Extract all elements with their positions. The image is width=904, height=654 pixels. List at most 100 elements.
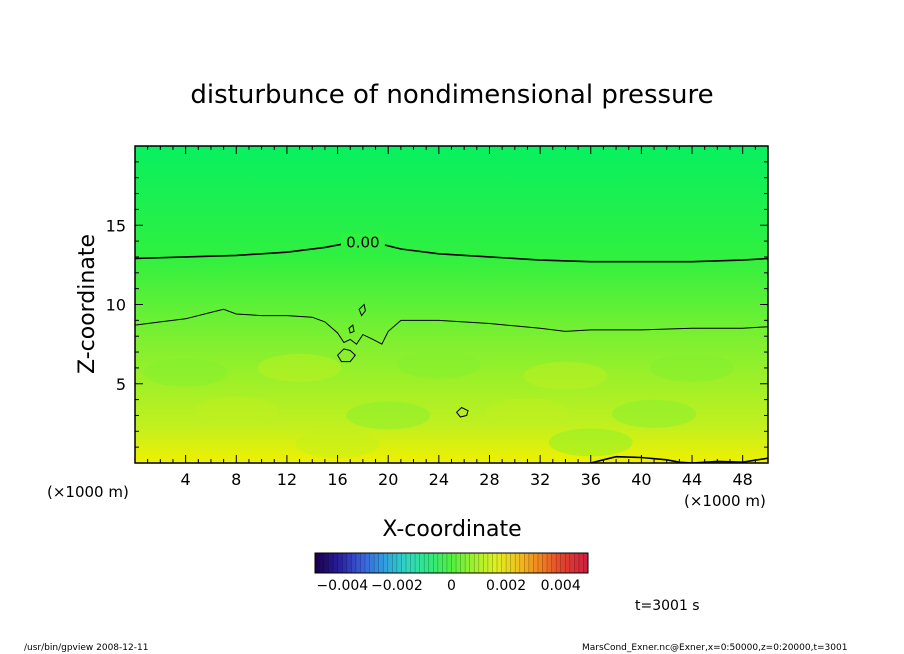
x-tick-label: 44 xyxy=(682,470,702,489)
colorbar-cell xyxy=(524,553,530,573)
colorbar-tick-label: 0.004 xyxy=(541,578,581,594)
y-tick-label: 15 xyxy=(106,216,126,235)
x-tick-label: 32 xyxy=(530,470,550,489)
field-blob xyxy=(257,353,342,382)
colorbar-cell xyxy=(451,553,457,573)
field-blob xyxy=(485,398,570,427)
colorbar-cell xyxy=(551,553,557,573)
y-tick-label: 5 xyxy=(116,375,126,394)
field-variations xyxy=(143,350,735,458)
x-unit-label-right: (×1000 m) xyxy=(684,492,766,510)
colorbar-cell xyxy=(542,553,548,573)
colorbar-cell xyxy=(433,553,439,573)
field-blob xyxy=(650,353,735,382)
colorbar-cell xyxy=(560,553,566,573)
colorbar-cell xyxy=(465,553,470,573)
colorbar-cell xyxy=(487,553,493,573)
colorbar-cell xyxy=(365,553,370,573)
heatmap-field xyxy=(135,146,768,463)
colorbar-cell xyxy=(342,553,348,573)
x-tick-label: 4 xyxy=(181,470,191,489)
colorbar-cell xyxy=(483,553,489,573)
colorbar-cell xyxy=(333,553,339,573)
field-blob xyxy=(194,396,279,425)
colorbar-cell xyxy=(346,553,352,573)
colorbar-cell xyxy=(528,553,534,573)
colorbar-cell xyxy=(478,553,484,573)
colorbar-cell xyxy=(460,553,466,573)
colorbar: −0.004 −0.002 0 0.002 0.004 xyxy=(314,552,589,594)
colorbar-cell xyxy=(547,553,552,573)
colorbar-cell xyxy=(419,553,425,573)
x-tick-label: 16 xyxy=(327,470,347,489)
colorbar-tick-label: 0 xyxy=(447,578,456,594)
colorbar-tick-label: −0.002 xyxy=(371,578,423,594)
colorbar-cell xyxy=(410,553,416,573)
colorbar-cell xyxy=(351,553,357,573)
colorbar-cell xyxy=(556,553,561,573)
contour-line xyxy=(358,303,366,317)
colorbar-cell xyxy=(506,553,511,573)
field-blob xyxy=(612,399,697,428)
colorbar-cell xyxy=(428,553,434,573)
contour-lines: 0.00 xyxy=(135,233,768,463)
x-tick-label: 36 xyxy=(581,470,601,489)
colorbar-cell xyxy=(383,553,389,573)
field-blob xyxy=(143,358,228,387)
colorbar-cell xyxy=(355,553,361,573)
colorbar-cell xyxy=(501,553,507,573)
contour-line xyxy=(455,406,469,418)
contour-line xyxy=(348,324,355,334)
colorbar-cell xyxy=(337,553,343,573)
colorbar-cell xyxy=(446,553,452,573)
colorbar-cell xyxy=(519,553,525,573)
colorbar-cell xyxy=(537,553,543,573)
colorbar-cell xyxy=(401,553,407,573)
colorbar-cell xyxy=(324,553,329,573)
field-blob xyxy=(548,428,633,457)
colorbar-cell xyxy=(469,553,475,573)
field-blob xyxy=(523,361,608,390)
colorbar-cell xyxy=(378,553,384,573)
colorbar-tick-label: 0.002 xyxy=(486,578,526,594)
colorbar-cell xyxy=(387,553,393,573)
footer-right: MarsCond_Exner.nc@Exner,x=0:50000,z=0:20… xyxy=(582,643,847,653)
x-tick-label: 40 xyxy=(631,470,651,489)
colorbar-cell xyxy=(392,553,398,573)
colorbar-cell xyxy=(565,553,571,573)
chart-title: disturbunce of nondimensional pressure xyxy=(190,80,713,110)
colorbar-tick-label: −0.004 xyxy=(316,578,368,594)
colorbar-cell xyxy=(492,553,498,573)
field-blob xyxy=(396,350,481,379)
colorbar-cell xyxy=(374,553,379,573)
colorbar-cell xyxy=(396,553,402,573)
field-blob xyxy=(346,401,431,430)
colorbar-cell xyxy=(583,553,589,573)
x-tick-label: 12 xyxy=(277,470,297,489)
colorbar-cell xyxy=(424,553,430,573)
y-axis-label: Z-coordinate xyxy=(75,234,100,374)
field-blob xyxy=(295,429,380,458)
y-tick-label: 10 xyxy=(106,296,126,315)
contour-line xyxy=(336,348,356,363)
contour-line xyxy=(135,241,768,263)
colorbar-cell xyxy=(328,553,334,573)
colorbar-frame xyxy=(314,552,589,574)
colorbar-cell xyxy=(533,553,539,573)
colorbar-cell xyxy=(497,553,502,573)
x-tick-label: 24 xyxy=(429,470,449,489)
x-tick-label: 8 xyxy=(231,470,241,489)
contour-line xyxy=(135,308,768,345)
colorbar-cell xyxy=(369,553,375,573)
colorbar-cell xyxy=(319,553,325,573)
colorbar-cell xyxy=(510,553,516,573)
colorbar-cell xyxy=(360,553,366,573)
x-axis-label: X-coordinate xyxy=(382,517,521,542)
colorbar-cell xyxy=(569,553,575,573)
time-label: t=3001 s xyxy=(635,598,700,614)
colorbar-cell xyxy=(415,553,420,573)
colorbar-cell xyxy=(574,553,580,573)
